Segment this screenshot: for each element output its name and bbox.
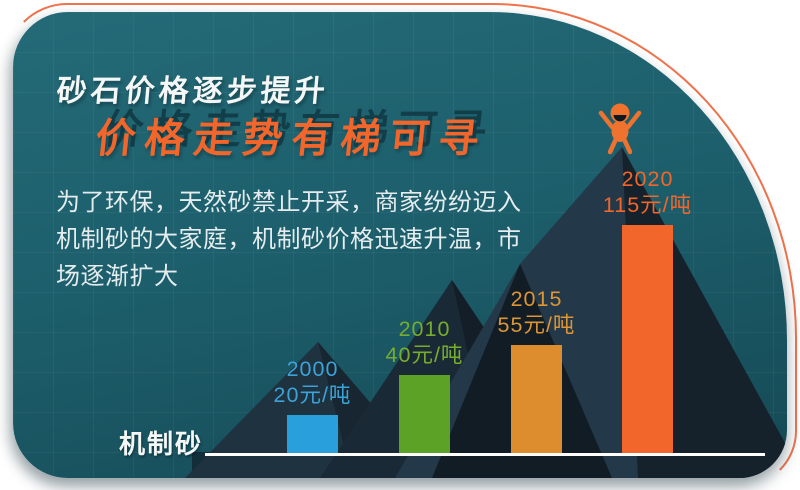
bar-year-label: 2015 <box>510 287 563 311</box>
bar-labels: 2010 40元/吨 <box>345 316 505 368</box>
bar-labels: 2000 20元/吨 <box>233 356 393 408</box>
bar-price-label: 115元/吨 <box>602 193 693 217</box>
bar-group: 2000 20元/吨 <box>274 357 350 455</box>
bar <box>511 345 562 455</box>
bar-price-label: 55元/吨 <box>497 313 576 337</box>
bar-group: 2020 115元/吨 <box>603 167 691 455</box>
page-subtitle: 价格走势有梯可寻 <box>93 117 490 161</box>
bar <box>622 225 673 455</box>
bar <box>287 415 338 455</box>
bar-year-label: 2000 <box>286 357 339 381</box>
description-text: 为了环保，天然砂禁止开采，商家纷纷迈入 机制砂的大家庭，机制砂价格迅速升温，市 … <box>56 189 522 290</box>
bar-labels: 2015 55元/吨 <box>457 286 617 338</box>
bar-price-label: 40元/吨 <box>385 343 464 367</box>
bar-price-label: 20元/吨 <box>273 383 352 407</box>
x-axis-label: 机制砂 <box>119 429 204 459</box>
cheering-person-icon <box>598 103 642 155</box>
bar-group: 2015 55元/吨 <box>498 287 574 455</box>
bar-labels: 2020 115元/吨 <box>568 166 728 218</box>
smile-mouth <box>613 115 627 122</box>
chart-baseline <box>205 453 765 456</box>
page-title: 砂石价格逐步提升 <box>55 75 331 108</box>
bar-year-label: 2010 <box>398 317 451 341</box>
bar-group: 2010 40元/吨 <box>386 317 462 455</box>
bar <box>399 375 450 455</box>
bar-year-label: 2020 <box>621 167 674 191</box>
